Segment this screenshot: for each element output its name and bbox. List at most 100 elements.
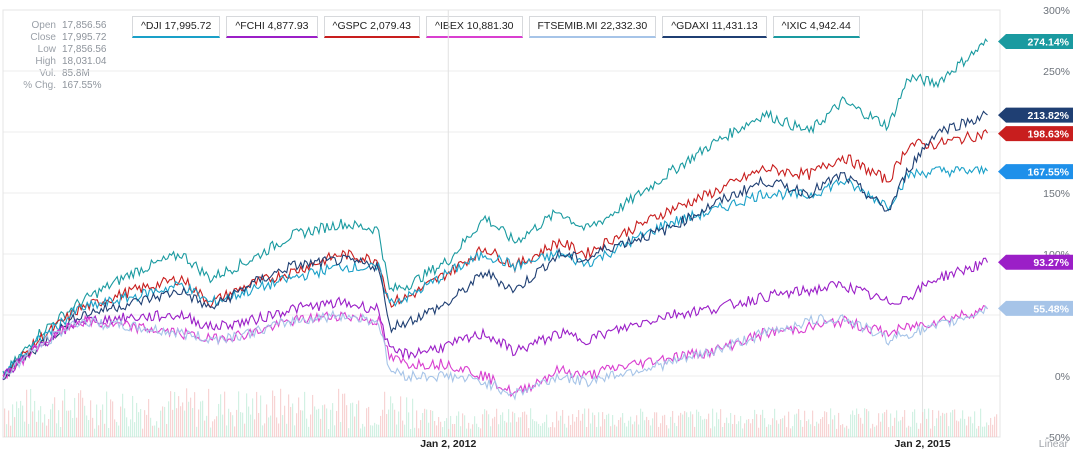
volume-bar (440, 421, 442, 437)
volume-bar (812, 410, 814, 437)
ohlc-info-panel: Open 17,856.56 Close 17,995.72 Low 17,856.56 H… (10, 20, 110, 92)
volume-bar (334, 425, 336, 437)
volume-bar (284, 405, 286, 437)
volume-bar (496, 408, 498, 437)
volume-bar (20, 400, 22, 437)
volume-bar (242, 412, 244, 437)
volume-bar (172, 409, 174, 437)
plot-border (2, 9, 1001, 438)
volume-bar (634, 421, 636, 437)
end-value-flag (998, 34, 1073, 50)
volume-bar (158, 427, 160, 437)
legend-item[interactable]: ^IXIC 4,942.44 (772, 16, 860, 38)
volume-bar (536, 421, 538, 437)
volume-bar (494, 416, 496, 437)
volume-bar (40, 406, 42, 437)
volume-bar (458, 411, 460, 437)
volume-bar (746, 419, 748, 437)
series-line (2, 38, 988, 379)
volume-bar (422, 412, 424, 437)
volume-bar (142, 428, 144, 437)
volume-bar (394, 409, 396, 437)
legend-item[interactable]: ^FCHI 4,877.93 (226, 16, 318, 38)
volume-bar (74, 397, 76, 437)
end-value-label: 167.55% (1028, 167, 1070, 179)
volume-bar (584, 408, 586, 437)
volume-bar (122, 393, 124, 437)
info-value: 167.55% (62, 80, 102, 91)
volume-bar (966, 425, 968, 437)
volume-bar (556, 411, 558, 437)
volume-bar (248, 406, 250, 437)
volume-bar (770, 424, 772, 437)
legend-item[interactable]: ^GSPC 2,079.43 (323, 16, 421, 38)
volume-bar (322, 405, 324, 437)
volume-bar (196, 426, 198, 437)
volume-bar (970, 416, 972, 437)
volume-bar (890, 413, 892, 437)
info-label: Close (30, 32, 56, 43)
volume-bar (326, 408, 328, 437)
volume-bar (450, 415, 452, 437)
volume-bar (508, 409, 510, 437)
volume-bar (460, 426, 462, 437)
volume-bar (516, 421, 518, 437)
volume-bar (962, 410, 964, 437)
volume-bar (790, 428, 792, 437)
volume-bar (562, 409, 564, 437)
volume-bar (428, 422, 430, 437)
volume-bar (840, 425, 842, 437)
volume-bar (186, 388, 188, 437)
volume-bar (972, 423, 974, 437)
scale-mode-label[interactable]: Linear (1039, 438, 1069, 450)
volume-bar (442, 427, 444, 437)
volume-bar (636, 415, 638, 437)
volume-bar (234, 426, 236, 437)
volume-bar (84, 405, 86, 437)
volume-bar (762, 409, 764, 437)
volume-bar (614, 424, 616, 437)
volume-bar (676, 426, 678, 437)
volume-bar (610, 426, 612, 437)
volume-bar (324, 404, 326, 437)
volume-bar (544, 421, 546, 437)
volume-bar (606, 414, 608, 437)
volume-bar (986, 422, 988, 437)
volume-bar (340, 422, 342, 437)
volume-bar (400, 396, 402, 437)
volume-bar (838, 412, 840, 437)
end-value-label: 213.82% (1028, 110, 1070, 122)
volume-bar (182, 402, 184, 437)
volume-bar (596, 426, 598, 437)
legend-item[interactable]: ^DJI 17,995.72 (132, 16, 221, 38)
volume-bar (44, 414, 46, 437)
volume-bar (358, 400, 360, 437)
volume-bar (814, 426, 816, 437)
end-value-flag (998, 300, 1073, 316)
volume-bar (540, 425, 542, 437)
legend-item[interactable]: FTSEMIB.MI 22,332.30 (528, 16, 657, 38)
volume-bar (504, 420, 506, 437)
volume-bar (984, 426, 986, 437)
end-value-flag (998, 164, 1073, 180)
volume-bar (924, 408, 926, 437)
volume-bar (830, 408, 832, 437)
volume-bar (564, 423, 566, 437)
series-line (2, 257, 988, 380)
volume-bar (862, 423, 864, 437)
volume-bar (700, 415, 702, 437)
volume-bar (360, 428, 362, 437)
volume-bar (92, 417, 94, 437)
volume-bar (914, 409, 916, 437)
legend-item[interactable]: ^IBEX 10,881.30 (426, 16, 523, 38)
volume-bar (930, 428, 932, 437)
legend-item[interactable]: ^GDAXI 11,431.13 (662, 16, 767, 38)
volume-bar (14, 417, 16, 437)
volume-bar (760, 414, 762, 437)
volume-bar (786, 427, 788, 437)
volume-bar (350, 403, 352, 437)
volume-bar (124, 408, 126, 437)
volume-bar (604, 419, 606, 437)
